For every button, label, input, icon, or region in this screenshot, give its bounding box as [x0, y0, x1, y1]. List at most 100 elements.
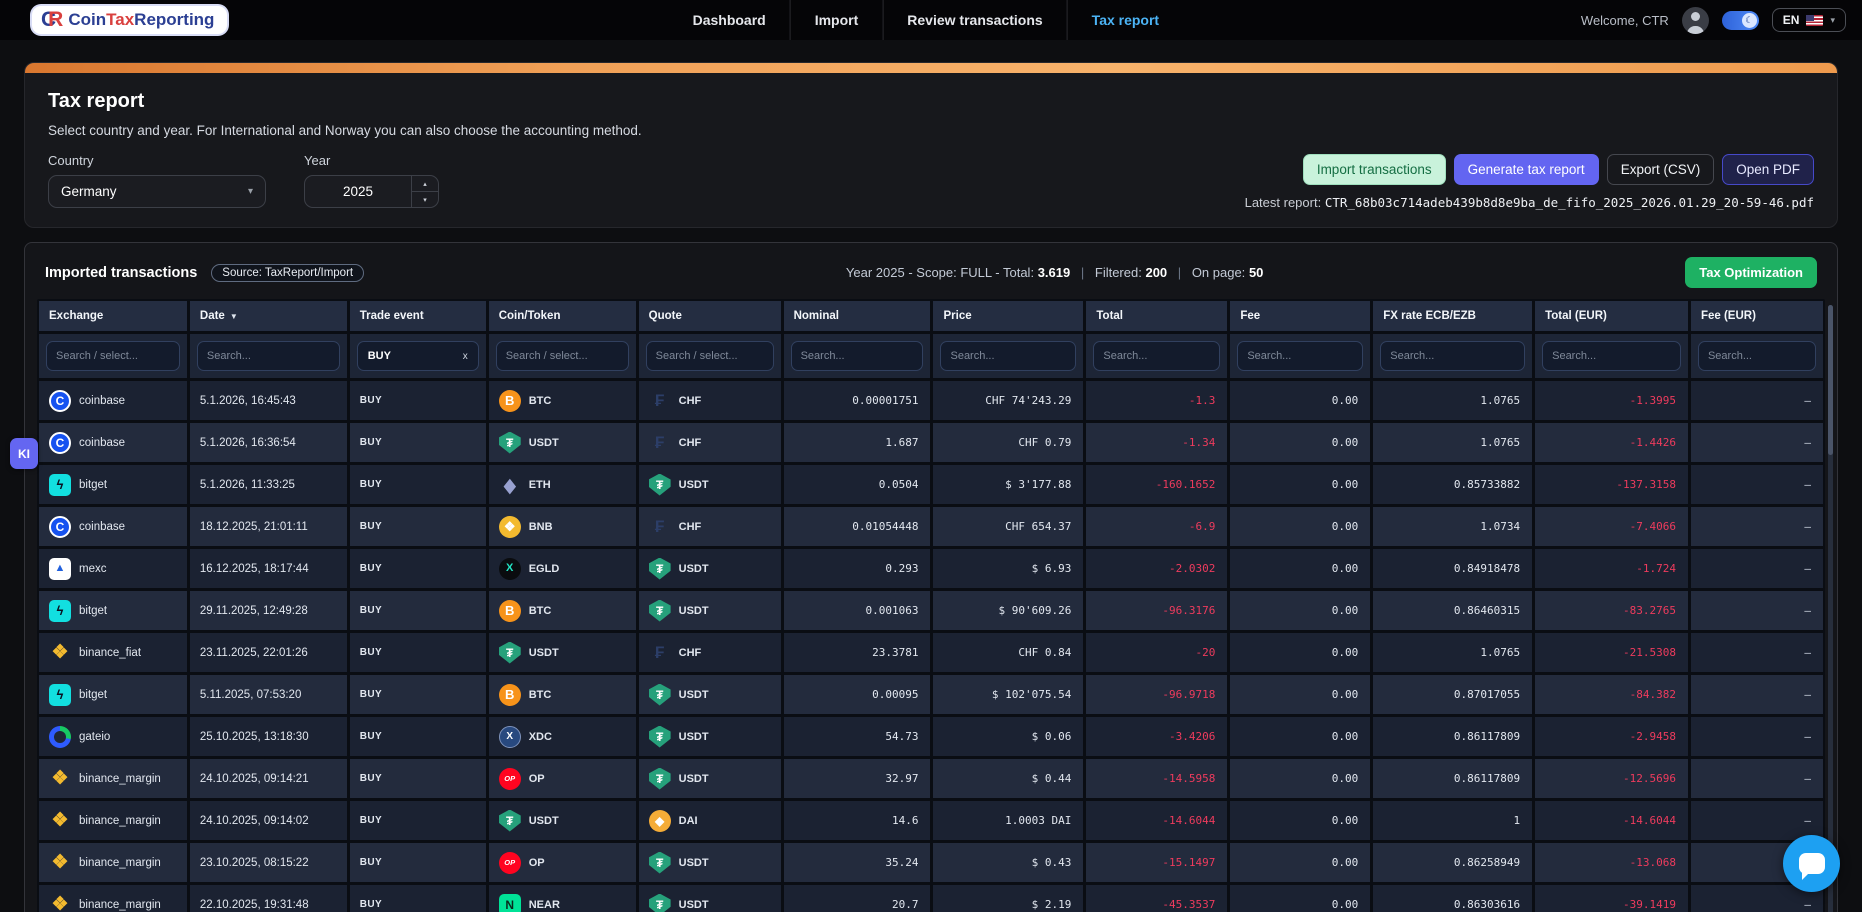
filter-chip-trade-event[interactable]: BUY x [356, 341, 479, 371]
language-selector[interactable]: EN ▾ [1771, 8, 1846, 32]
op-icon: OP [498, 851, 521, 874]
table-row[interactable]: ϟ bitget 5.11.2025, 07:53:20 BUY B BTC ₮ USDT 0.… [39, 675, 1823, 714]
table-row[interactable]: ▲ mexc 16.12.2025, 18:17:44 BUY X EGLD ₮ USDT 0.… [39, 549, 1823, 588]
cell-fee: 0.00 [1230, 591, 1371, 630]
country-select[interactable]: Germany ▾ [48, 175, 266, 208]
column-header-exchange[interactable]: Exchange [39, 301, 187, 331]
column-header-fee-eur[interactable]: Fee (EUR) [1690, 301, 1823, 331]
table-row[interactable]: ❖ binance_fiat 23.11.2025, 22:01:26 BUY ₮ USD… [39, 633, 1823, 672]
app-logo[interactable]: CR CoinTaxReporting [32, 6, 228, 34]
chat-launcher-button[interactable] [1783, 835, 1840, 892]
column-header-price[interactable]: Price [933, 301, 1084, 331]
filter-input-price[interactable] [940, 341, 1077, 371]
cell-quote: ₮ USDT [638, 717, 781, 756]
year-decrement-button[interactable]: ▾ [412, 191, 438, 207]
table-row[interactable]: ϟ bitget 29.11.2025, 12:49:28 BUY B BTC ₮ USDT 0… [39, 591, 1823, 630]
cell-nominal: 0.0504 [783, 465, 931, 504]
export-csv-button[interactable]: Export (CSV) [1606, 154, 1715, 185]
generate-tax-report-button[interactable]: Generate tax report [1453, 154, 1599, 185]
cell-trade-event: BUY [349, 801, 486, 840]
column-header-coin-token[interactable]: Coin/Token [488, 301, 636, 331]
quote-symbol: USDT [678, 730, 709, 743]
dark-mode-toggle[interactable]: ☾ [1721, 10, 1759, 30]
cell-trade-event: BUY [349, 675, 486, 714]
year-input[interactable]: 2025 ▴ ▾ [304, 175, 439, 208]
open-pdf-button[interactable]: Open PDF [1722, 154, 1814, 185]
column-header-date[interactable]: Date ▼ [189, 301, 347, 331]
cell-fee: 0.00 [1230, 423, 1371, 462]
usdt-icon: ₮ [498, 809, 521, 832]
cell-coin: B BTC [488, 381, 636, 420]
mexc-icon: ▲ [49, 557, 71, 580]
cell-fx-rate: 0.84918478 [1373, 549, 1533, 588]
column-header-fx-rate-ecb-ezb[interactable]: FX rate ECB/EZB [1373, 301, 1533, 331]
cell-fx-rate: 0.86303616 [1373, 885, 1533, 912]
op-icon: OP [498, 767, 521, 790]
filter-input-exchange[interactable] [46, 341, 180, 371]
table-row[interactable]: ❖ binance_margin 24.10.2025, 09:14:21 BUY OP… [39, 759, 1823, 798]
nav-dashboard[interactable]: Dashboard [692, 12, 766, 28]
chf-icon: ₣ [654, 433, 665, 452]
filter-input-fee-eur[interactable] [1697, 341, 1816, 371]
near-icon: N [498, 893, 521, 912]
cell-price: CHF 654.37 [933, 507, 1084, 546]
column-header-nominal[interactable]: Nominal [783, 301, 931, 331]
cell-coin: ₮ USDT [488, 423, 636, 462]
nav-review-transactions[interactable]: Review transactions [882, 0, 1066, 40]
filter-input-fee[interactable] [1237, 341, 1364, 371]
cell-date: 25.10.2025, 13:18:30 [189, 717, 347, 756]
usdt-icon: ₮ [648, 767, 671, 790]
table-row[interactable]: gateio 25.10.2025, 13:18:30 BUY X XDC ₮ USDT 54… [39, 717, 1823, 756]
cell-fx-rate: 0.85733882 [1373, 465, 1533, 504]
column-header-trade-event[interactable]: Trade event [349, 301, 486, 331]
column-header-fee[interactable]: Fee [1230, 301, 1371, 331]
filter-input-nominal[interactable] [790, 341, 924, 371]
column-header-total-eur[interactable]: Total (EUR) [1535, 301, 1688, 331]
nav-tax-report[interactable]: Tax report [1066, 0, 1183, 40]
vertical-scrollbar[interactable] [1828, 305, 1833, 912]
coin-symbol: XDC [528, 730, 552, 743]
table-row[interactable]: ϟ bitget 5.1.2026, 11:33:25 BUY ◆ ETH ₮ USDT 0.0… [39, 465, 1823, 504]
user-avatar-icon[interactable] [1681, 6, 1709, 34]
exchange-name: binance_margin [79, 898, 161, 911]
table-row[interactable]: ❖ binance_margin 24.10.2025, 09:14:02 BUY ₮ U… [39, 801, 1823, 840]
column-header-quote[interactable]: Quote [638, 301, 781, 331]
cell-exchange: gateio [39, 717, 187, 756]
quote-symbol: CHF [678, 394, 702, 407]
table-row[interactable]: ❖ binance_margin 22.10.2025, 19:31:48 BUY N N… [39, 885, 1823, 912]
cell-fee: 0.00 [1230, 633, 1371, 672]
filter-input-date[interactable] [196, 341, 340, 371]
column-label: Price [943, 310, 972, 322]
filter-input-total[interactable] [1093, 341, 1221, 371]
filter-input-coin-token[interactable] [495, 341, 629, 371]
cell-quote: ₮ USDT [638, 885, 781, 912]
tax-optimization-button[interactable]: Tax Optimization [1685, 257, 1817, 288]
cell-fee: 0.00 [1230, 885, 1371, 912]
column-header-total[interactable]: Total [1086, 301, 1228, 331]
cell-total: -1.34 [1086, 423, 1228, 462]
page-description: Select country and year. For Internation… [48, 123, 642, 138]
import-transactions-button[interactable]: Import transactions [1302, 154, 1446, 185]
filter-cell-fee [1230, 334, 1371, 378]
filter-input-quote[interactable] [645, 341, 774, 371]
year-increment-button[interactable]: ▴ [423, 180, 427, 188]
cell-total: -96.3176 [1086, 591, 1228, 630]
cell-total-eur: -7.4066 [1535, 507, 1688, 546]
cell-total-eur: -14.6044 [1535, 801, 1688, 840]
cell-fee: 0.00 [1230, 507, 1371, 546]
filter-input-fx-rate-ecb-ezb[interactable] [1380, 341, 1526, 371]
table-row[interactable]: ❖ binance_margin 23.10.2025, 08:15:22 BUY OP… [39, 843, 1823, 882]
filter-input-total-eur[interactable] [1542, 341, 1681, 371]
cell-nominal: 54.73 [783, 717, 931, 756]
nav-import[interactable]: Import [789, 0, 883, 40]
language-code: EN [1782, 13, 1800, 27]
coin-symbol: USDT [528, 646, 559, 659]
clear-filter-icon[interactable]: x [462, 350, 468, 362]
ki-assistant-badge[interactable]: KI [10, 438, 38, 469]
cell-fee: 0.00 [1230, 549, 1371, 588]
coin-symbol: USDT [528, 814, 559, 827]
